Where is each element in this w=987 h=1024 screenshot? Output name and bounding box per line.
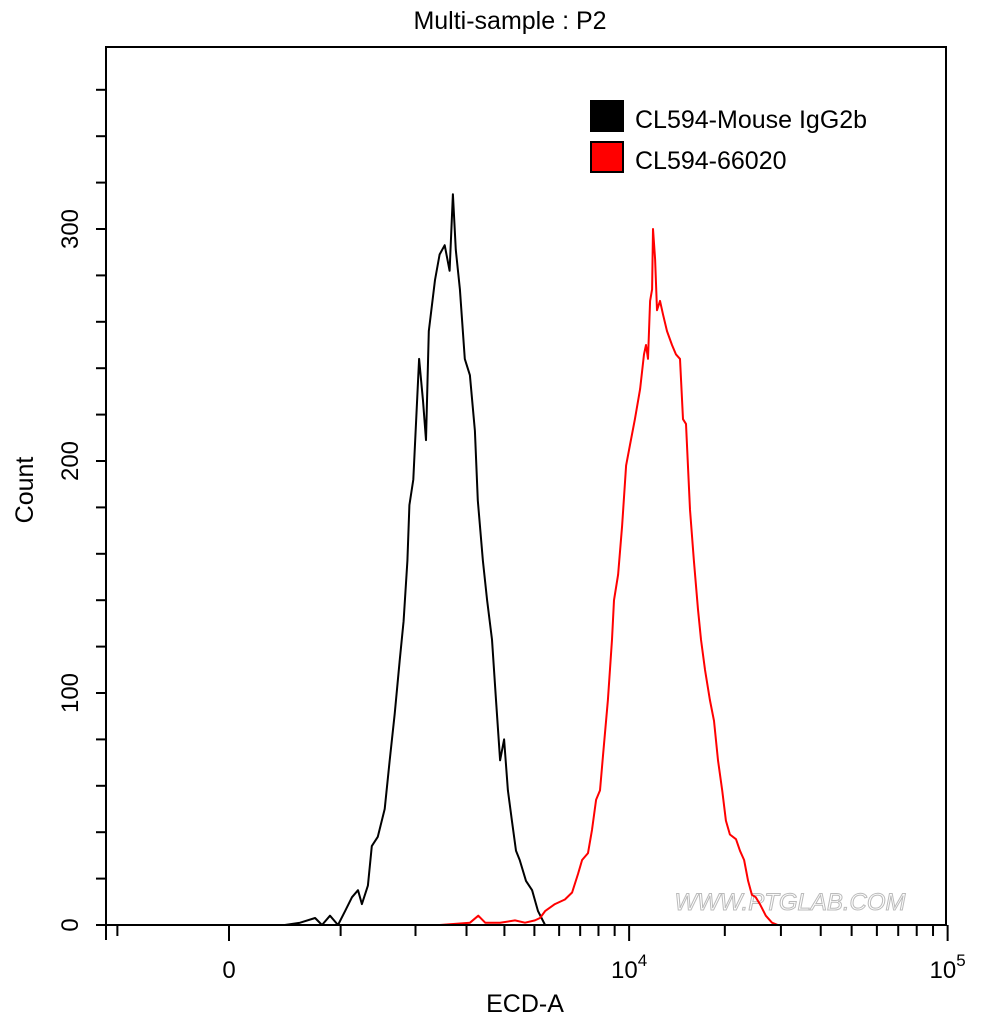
- series-line-1: [410, 228, 790, 926]
- legend: CL594-Mouse IgG2b CL594-66020: [590, 100, 867, 175]
- watermark: WWW.PTGLAB.COM: [674, 889, 905, 916]
- x-tick-label: 105: [930, 951, 966, 984]
- legend-swatch-0: [590, 100, 624, 132]
- y-axis-label: Count: [11, 457, 39, 524]
- legend-label-0: CL594-Mouse IgG2b: [635, 106, 867, 134]
- axes-layer: 0 100 200 300 0 104 105: [57, 88, 966, 984]
- x-tick-label: 0: [222, 957, 235, 984]
- y-tick-label: 200: [57, 441, 84, 481]
- y-tick-label: 300: [57, 209, 84, 249]
- series-line-0: [284, 193, 546, 926]
- x-tick-label: 104: [611, 951, 647, 984]
- legend-swatch-1: [590, 141, 624, 173]
- series-layer: [284, 193, 790, 926]
- plot-frame: [105, 46, 947, 926]
- y-tick-label: 100: [57, 673, 84, 713]
- legend-label-1: CL594-66020: [635, 147, 787, 175]
- x-axis-label: ECD-A: [486, 990, 564, 1018]
- chart-title: Multi-sample : P2: [413, 7, 606, 35]
- y-tick-label: 0: [57, 918, 84, 931]
